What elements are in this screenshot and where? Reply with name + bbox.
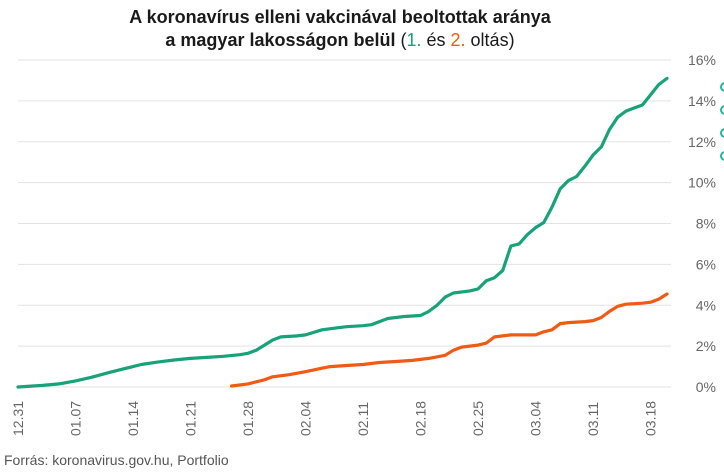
title-and-word: és [421, 30, 451, 50]
x-tick-label: 03.11 [585, 402, 601, 436]
y-tick-label: 0% [696, 379, 716, 395]
title-line-1: A koronavírus elleni vakcinával beoltott… [129, 7, 551, 27]
series-lines [16, 76, 669, 389]
y-tick-label: 14% [688, 93, 716, 109]
y-tick-label: 2% [696, 338, 716, 354]
title-line-2-main: a magyar lakosságon belül [165, 30, 396, 50]
x-tick-label: 01.14 [125, 401, 141, 436]
x-tick-label: 03.18 [643, 401, 659, 436]
x-tick-label: 02.25 [470, 401, 486, 436]
x-tick-label: 02.04 [298, 401, 314, 436]
y-tick-label: 16% [688, 52, 716, 68]
x-tick-label: 01.28 [240, 401, 256, 436]
y-axis-ticks: 0% 2% 4% 6% 8% 10% 12% 14% 16% [688, 52, 716, 395]
chart-title: A koronavírus elleni vakcinával beoltott… [0, 6, 680, 52]
y-tick-label: 6% [696, 256, 716, 272]
gridlines [18, 59, 671, 388]
edge-decoration-icon [720, 151, 724, 161]
title-line-2: a magyar lakosságon belül (1. és 2. oltá… [0, 29, 680, 52]
title-dose-word: oltás) [465, 30, 515, 50]
x-tick-label: 03.04 [528, 401, 544, 436]
edge-decoration-icon [720, 128, 724, 138]
series-line-first-dose [16, 76, 669, 389]
edge-decoration-icon [720, 105, 724, 115]
series-line-second-dose [230, 292, 669, 388]
title-second-dose-marker: 2. [450, 30, 466, 50]
y-tick-label: 12% [688, 134, 716, 150]
edge-decoration-icon [720, 82, 724, 92]
x-tick-label: 01.21 [183, 401, 199, 436]
y-tick-label: 10% [688, 175, 716, 191]
y-tick-label: 4% [696, 297, 716, 313]
x-tick-label: 12.31 [10, 401, 26, 436]
y-tick-label: 8% [696, 216, 716, 232]
x-tick-label: 02.18 [413, 401, 429, 436]
x-tick-label: 02.11 [355, 402, 371, 436]
x-axis-ticks: 12.31 01.07 01.14 01.21 01.28 02.04 02.11 02.18… [10, 401, 659, 436]
title-first-dose-marker: 1. [406, 30, 422, 50]
x-tick-label: 01.07 [68, 401, 84, 436]
title-open-paren: ( [395, 30, 407, 50]
source-note: Forrás: koronavirus.gov.hu, Portfolio [4, 452, 229, 468]
